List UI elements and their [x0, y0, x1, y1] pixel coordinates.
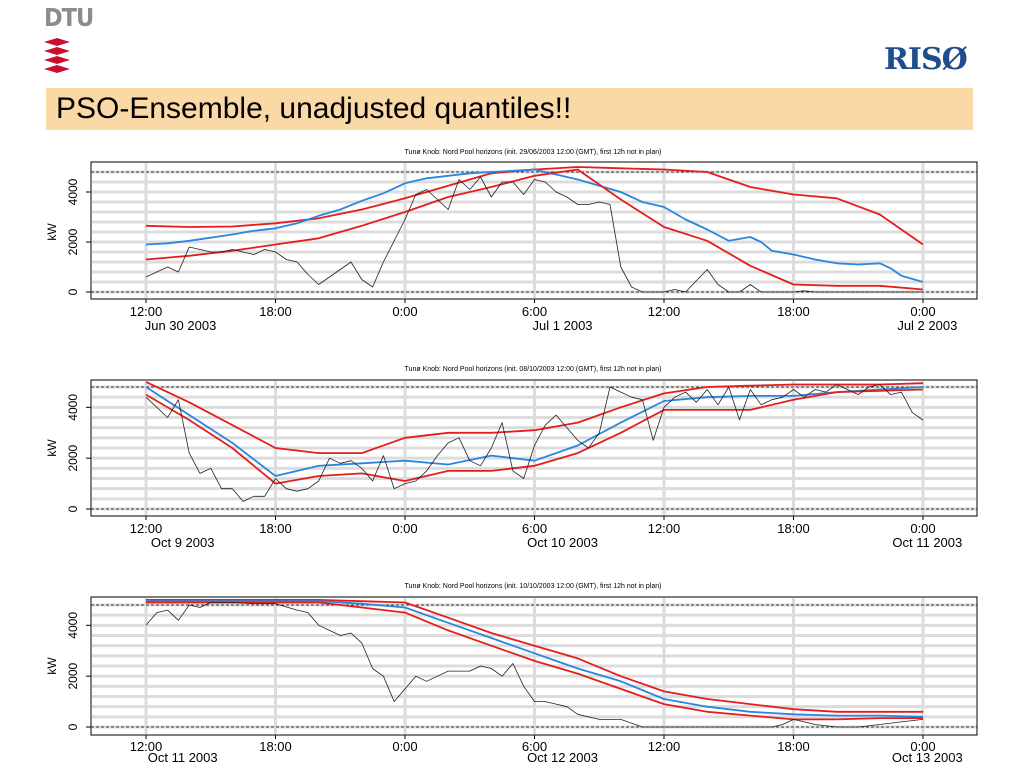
y-axis-label: kW	[45, 657, 59, 675]
y-tick-label: 2000	[66, 228, 80, 255]
y-tick-label: 0	[66, 723, 80, 730]
series-median	[145, 386, 924, 477]
date-label: Jul 2 2003	[897, 318, 957, 333]
series-upper	[145, 381, 924, 455]
date-label: Oct 9 2003	[151, 535, 215, 550]
x-tick-label: 18:00	[777, 521, 810, 536]
x-tick-label: 6:00	[522, 521, 547, 536]
series-observed	[145, 384, 924, 502]
x-tick-label: 12:00	[648, 739, 681, 754]
y-axis-label: kW	[45, 439, 59, 457]
x-tick-label: 0:00	[392, 304, 417, 319]
x-tick-label: 0:00	[910, 304, 935, 319]
series-lower	[145, 168, 924, 291]
date-label: Oct 13 2003	[892, 750, 963, 765]
y-tick-label: 4000	[66, 394, 80, 421]
date-label: Oct 11 2003	[892, 535, 962, 550]
x-tick-label: 12:00	[130, 304, 163, 319]
chart-title: Tunø Knob: Nord Pool horizons (init. 10/…	[405, 583, 662, 590]
series-upper	[146, 599, 923, 713]
date-label: Oct 12 2003	[527, 750, 598, 765]
x-tick-label: 18:00	[259, 304, 292, 319]
date-label: Jun 30 2003	[145, 318, 217, 333]
x-tick-label: 0:00	[910, 521, 935, 536]
y-axis-label: kW	[45, 223, 59, 241]
x-tick-label: 0:00	[910, 739, 935, 754]
x-tick-label: 6:00	[522, 304, 547, 319]
dtu-logo-text: DTU	[44, 3, 94, 32]
y-tick-label: 0	[66, 288, 80, 295]
date-label: Oct 11 2003	[148, 750, 218, 765]
x-tick-label: 18:00	[777, 304, 810, 319]
chart-panel-3: Tunø Knob: Nord Pool horizons (init. 10/…	[45, 583, 978, 765]
x-tick-label: 18:00	[259, 521, 292, 536]
x-tick-label: 6:00	[522, 739, 547, 754]
y-tick-label: 2000	[66, 444, 80, 471]
series-observed	[145, 176, 923, 293]
y-tick-label: 4000	[66, 178, 80, 205]
chart-title: Tunø Knob: Nord Pool horizons (init. 08/…	[405, 366, 662, 373]
title-bar: PSO-Ensemble, unadjusted quantiles!!	[46, 88, 973, 130]
date-label: Oct 10 2003	[527, 535, 598, 550]
riso-logo: RISØ	[884, 42, 968, 77]
series-lower	[145, 388, 924, 485]
chart-panel-2: Tunø Knob: Nord Pool horizons (init. 08/…	[45, 366, 978, 550]
x-tick-label: 18:00	[777, 739, 810, 754]
x-tick-label: 12:00	[130, 521, 163, 536]
chart-title: Tunø Knob: Nord Pool horizons (init. 29/…	[405, 149, 662, 156]
series-median	[146, 600, 924, 718]
date-label: Jul 1 2003	[533, 318, 593, 333]
x-tick-label: 12:00	[130, 739, 163, 754]
y-tick-label: 0	[66, 505, 80, 512]
x-tick-label: 12:00	[648, 304, 681, 319]
y-tick-label: 4000	[66, 612, 80, 639]
dtu-logo-mark	[44, 38, 70, 73]
y-tick-label: 2000	[66, 662, 80, 689]
series-median	[145, 168, 924, 283]
x-tick-label: 0:00	[392, 521, 417, 536]
series-observed	[145, 602, 924, 728]
page-title: PSO-Ensemble, unadjusted quantiles!!	[56, 92, 572, 125]
x-tick-label: 18:00	[259, 739, 292, 754]
x-tick-label: 12:00	[648, 521, 681, 536]
chart-panel-1: Tunø Knob: Nord Pool horizons (init. 29/…	[45, 149, 978, 333]
x-tick-label: 0:00	[392, 739, 417, 754]
